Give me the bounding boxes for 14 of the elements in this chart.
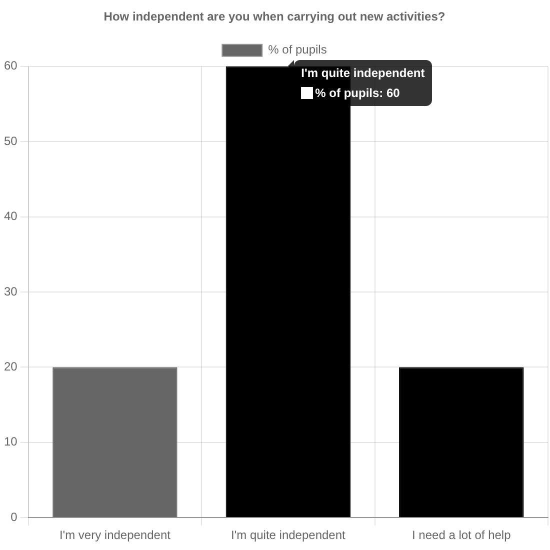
x-tick-label: I need a lot of help	[412, 528, 512, 542]
annotation: I'm quite independent % of pupils: 60	[301, 65, 425, 102]
chart-title: How independent are you when carrying out new activities?	[104, 10, 446, 24]
y-tick-label: 50	[4, 134, 18, 148]
y-tick-label: 20	[4, 360, 18, 374]
y-tick-label: 40	[4, 209, 18, 224]
y-tick-label: 30	[4, 284, 18, 298]
y-tick-label: 60	[4, 58, 18, 73]
x-tick-label: I'm very independent	[59, 528, 172, 542]
legend-label: % of pupils	[268, 42, 327, 57]
y-tick-label: 10	[4, 434, 18, 449]
tooltip: I'm quite independent % of pupils: 60	[288, 60, 432, 106]
x-tick-label: I'm quite independent	[230, 528, 346, 542]
y-tick-label: 0	[10, 510, 18, 524]
